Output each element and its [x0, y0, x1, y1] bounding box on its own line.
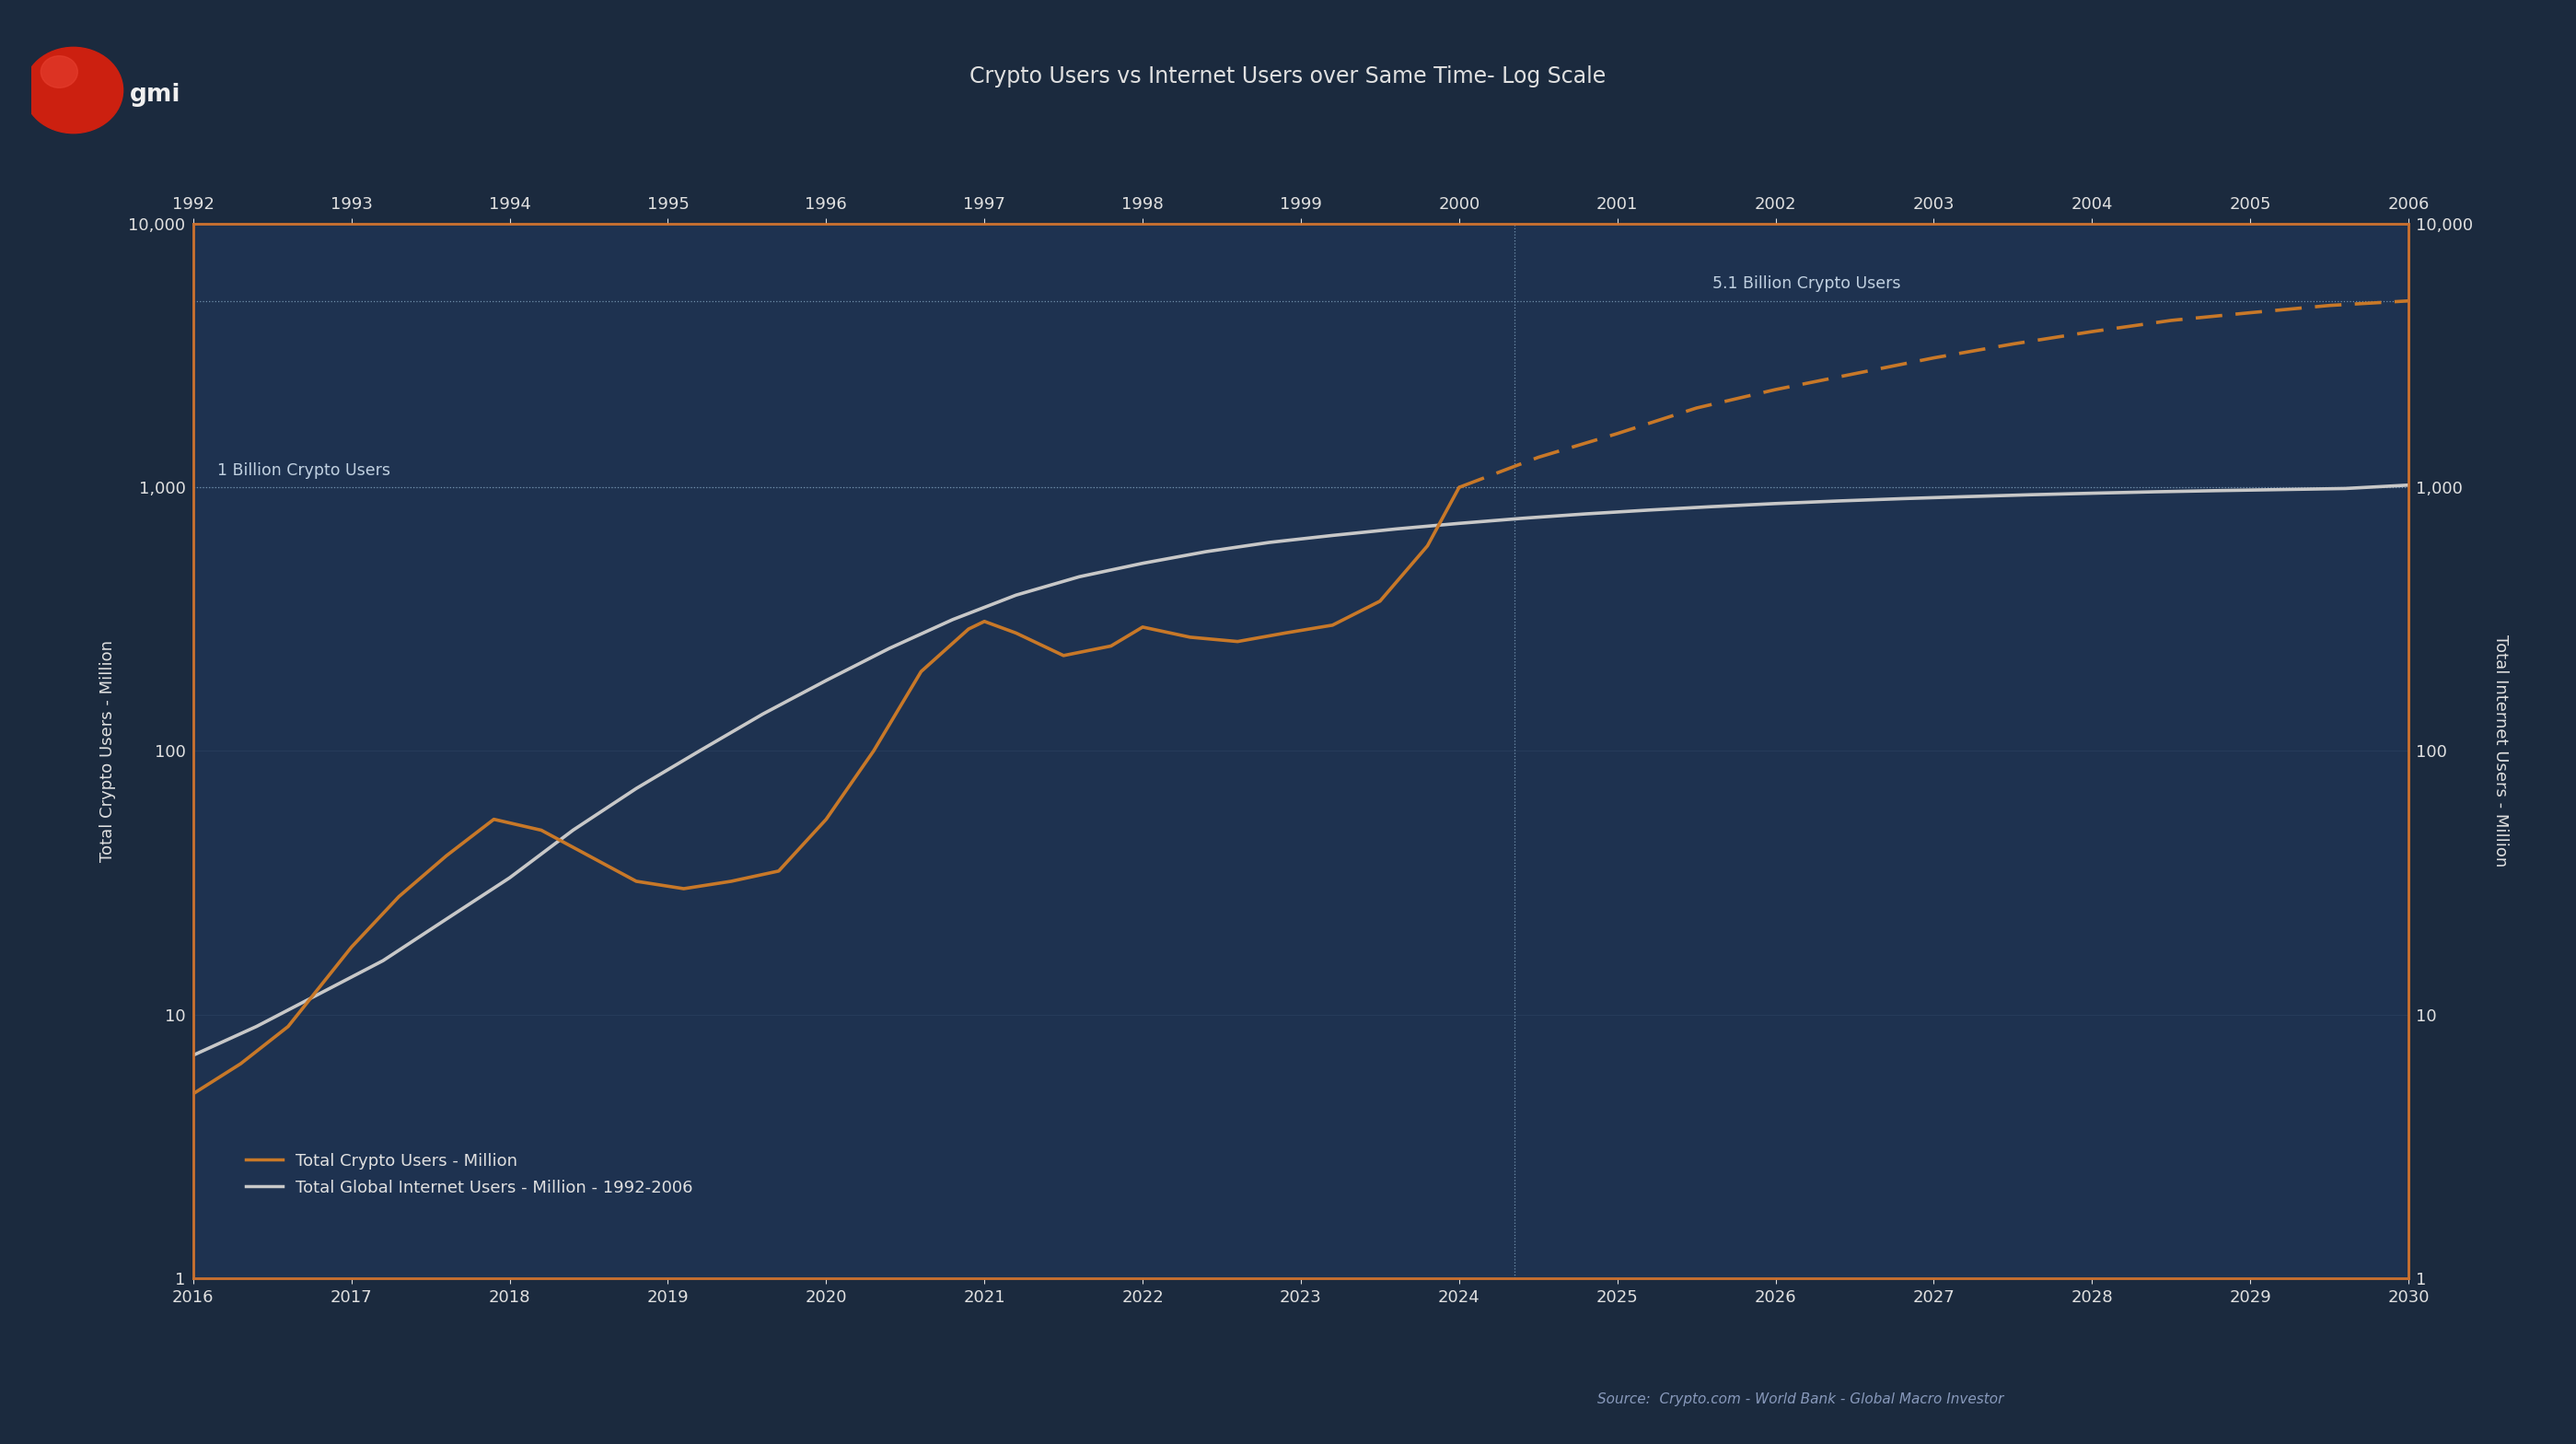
Text: 5.1 Billion Crypto Users: 5.1 Billion Crypto Users — [1713, 276, 1901, 292]
Legend: Total Crypto Users - Million, Total Global Internet Users - Million - 1992-2006: Total Crypto Users - Million, Total Glob… — [245, 1152, 693, 1196]
Circle shape — [41, 56, 77, 88]
Text: Source:  Crypto.com - World Bank - Global Macro Investor: Source: Crypto.com - World Bank - Global… — [1597, 1392, 2004, 1406]
Y-axis label: Total Internet Users - Million: Total Internet Users - Million — [2494, 635, 2509, 866]
Text: 1 Billion Crypto Users: 1 Billion Crypto Users — [216, 462, 389, 478]
Y-axis label: Total Crypto Users - Million: Total Crypto Users - Million — [98, 640, 116, 862]
Text: Crypto Users vs Internet Users over Same Time- Log Scale: Crypto Users vs Internet Users over Same… — [969, 65, 1607, 87]
Circle shape — [23, 48, 124, 133]
Text: gmi: gmi — [129, 84, 180, 107]
